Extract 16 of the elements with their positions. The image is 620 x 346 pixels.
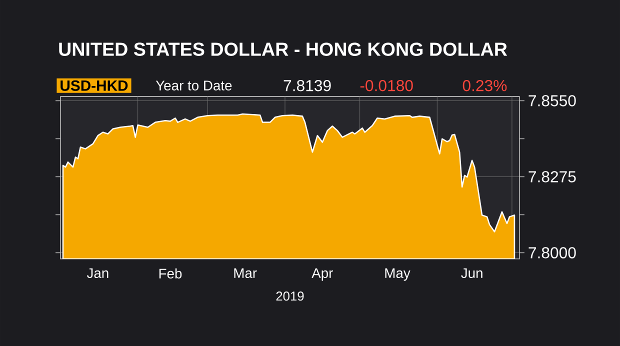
x-tick-label: Apr [312, 268, 333, 281]
chart-subtitle: USD-HKD [60, 80, 128, 91]
x-tick-label: Feb [159, 268, 182, 278]
y-tick-label: 7.8550 [528, 94, 576, 106]
text: 7.8139 [284, 80, 331, 92]
y-tick-label: 7.8275 [528, 170, 576, 182]
x-tick-label: May [385, 268, 410, 281]
x-tick-label: Jan [86, 268, 108, 278]
text: Year to Date [156, 80, 232, 90]
x-tick-label: Jun [461, 268, 482, 278]
text: 0.23% [462, 80, 507, 92]
x-tick-label: Mar [234, 268, 257, 278]
y-tick-label: 7.8000 [528, 246, 576, 258]
x-axis-title: 2019 [276, 291, 304, 300]
text: -0.0180 [360, 80, 413, 92]
chart-title: UNITED STATES DOLLAR - HONG KONG DOLLAR [59, 42, 508, 56]
